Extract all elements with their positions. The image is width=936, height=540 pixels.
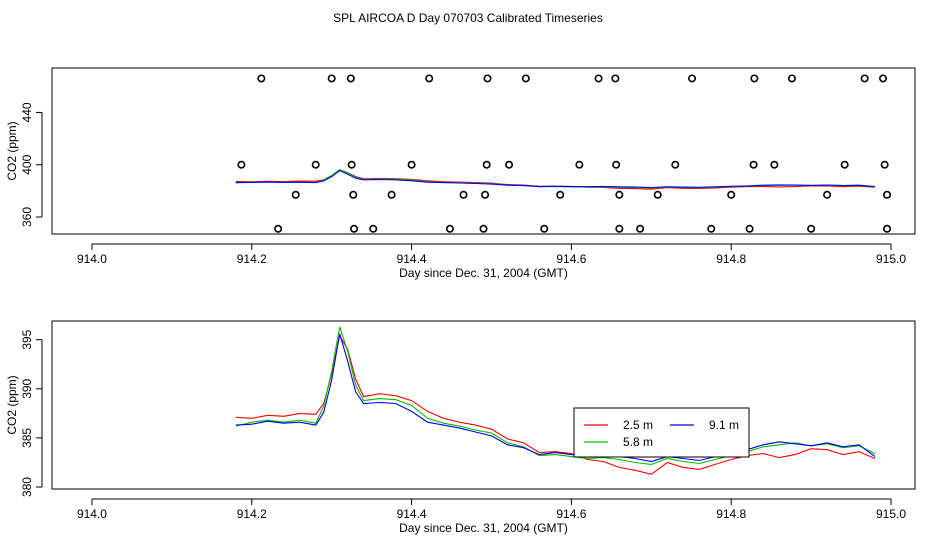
calibration-point <box>556 190 565 199</box>
y-tick-label: 390 <box>20 378 34 398</box>
top-panel: 914.0 914.2 914.4 914.6 914.8 915.0 Day since … <box>5 67 916 280</box>
x-tick-label: 914.4 <box>397 507 427 521</box>
calibration-point <box>615 190 624 199</box>
legend-label: 2.5 m <box>623 418 653 432</box>
x-axis-label: Day since Dec. 31, 2004 (GMT) <box>399 521 568 535</box>
calibration-point <box>840 160 849 169</box>
x-tick-label: 914.8 <box>716 507 746 521</box>
x-tick-label: 915.0 <box>876 507 906 521</box>
calibration-point <box>311 160 320 169</box>
calibration-point <box>671 160 680 169</box>
calibration-point <box>770 160 779 169</box>
x-axis: 914.0 914.2 914.4 914.6 914.8 915.0 Day since … <box>77 498 906 535</box>
y-tick-label: 400 <box>20 154 34 174</box>
calibration-point <box>575 160 584 169</box>
calibration-point <box>347 160 356 169</box>
y-axis: 380 385 390 395 CO2 (ppm) <box>5 329 43 497</box>
legend: 2.5 m 5.8 m 9.1 m <box>573 407 750 458</box>
x-tick-label: 914.2 <box>237 252 267 266</box>
calibration-point <box>387 190 396 199</box>
calibration-point <box>237 160 246 169</box>
calibration-point <box>346 74 355 83</box>
calibration-point <box>615 224 624 233</box>
calibration-point <box>425 74 434 83</box>
calibration-point <box>479 224 488 233</box>
x-tick-label: 914.6 <box>556 507 586 521</box>
calibration-point <box>369 224 378 233</box>
series-line-2-5-m <box>235 334 876 475</box>
calibration-point <box>482 160 491 169</box>
calibration-point <box>407 160 416 169</box>
calibration-point <box>481 190 490 199</box>
x-tick-label: 914.6 <box>556 252 586 266</box>
calibration-point <box>860 74 869 83</box>
calibration-point <box>727 190 736 199</box>
plot-frame <box>51 67 916 235</box>
calibration-point <box>350 224 359 233</box>
calibration-point <box>540 224 549 233</box>
calibration-point <box>823 190 832 199</box>
x-tick-label: 914.2 <box>237 507 267 521</box>
y-tick-label: 395 <box>20 329 34 349</box>
y-tick-label: 360 <box>20 207 34 227</box>
series-line-5-8-m <box>235 326 876 465</box>
calibration-point <box>349 190 358 199</box>
calibration-point <box>483 74 492 83</box>
calibration-point <box>750 74 759 83</box>
x-axis: 914.0 914.2 914.4 914.6 914.8 915.0 Day since … <box>77 243 906 280</box>
calibration-point <box>505 160 514 169</box>
calibration-point <box>459 190 468 199</box>
calibration-point <box>653 190 662 199</box>
figure-title: SPL AIRCOA D Day 070703 Calibrated Times… <box>333 11 603 25</box>
calibration-point <box>807 224 816 233</box>
calibration-point <box>749 160 758 169</box>
calibration-point <box>274 224 283 233</box>
legend-label: 9.1 m <box>709 418 739 432</box>
calibration-point <box>880 160 889 169</box>
calibration-point <box>445 224 454 233</box>
y-tick-label: 380 <box>20 477 34 497</box>
plot-frame <box>51 320 916 490</box>
x-tick-label: 914.0 <box>77 252 107 266</box>
calibration-point <box>787 74 796 83</box>
series-line-9-1-m <box>235 169 876 189</box>
calibration-point <box>883 224 892 233</box>
y-tick-label: 440 <box>20 102 34 122</box>
x-tick-label: 914.0 <box>77 507 107 521</box>
x-tick-label: 914.8 <box>716 252 746 266</box>
calibration-point <box>707 224 716 233</box>
calibration-point <box>636 224 645 233</box>
x-tick-label: 915.0 <box>876 252 906 266</box>
calibration-point <box>594 74 603 83</box>
calibration-point <box>521 74 530 83</box>
bottom-panel: 914.0 914.2 914.4 914.6 914.8 915.0 Day since … <box>5 320 916 535</box>
calibration-point <box>612 160 621 169</box>
calibration-point <box>883 190 892 199</box>
calibration-point <box>611 74 620 83</box>
legend-label: 5.8 m <box>623 435 653 449</box>
y-axis-label: CO2 (ppm) <box>5 121 19 180</box>
y-tick-label: 385 <box>20 428 34 448</box>
x-axis-label: Day since Dec. 31, 2004 (GMT) <box>399 266 568 280</box>
calibration-point <box>879 74 888 83</box>
series-line-9-1-m <box>235 333 876 463</box>
calibration-point <box>291 190 300 199</box>
x-tick-label: 914.4 <box>397 252 427 266</box>
calibration-point <box>327 74 336 83</box>
calibration-point <box>745 224 754 233</box>
legend-box <box>573 407 750 458</box>
y-axis-label: CO2 (ppm) <box>5 375 19 434</box>
calibration-point <box>688 74 697 83</box>
calibration-point <box>257 74 266 83</box>
